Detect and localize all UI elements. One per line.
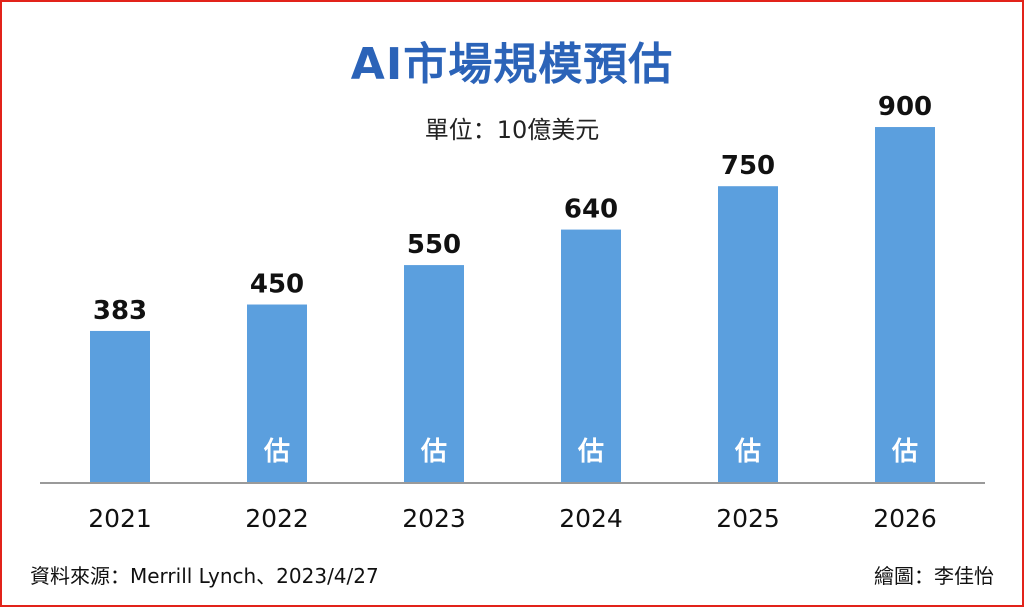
credit-note: 繪圖：李佳怡 [874, 564, 994, 588]
bar [875, 127, 935, 482]
x-tick-label: 2022 [245, 504, 309, 533]
x-tick-label: 2023 [402, 504, 466, 533]
estimate-mark: 估 [420, 437, 447, 467]
estimate-mark: 估 [263, 437, 290, 467]
estimate-mark: 估 [734, 437, 761, 467]
bar [561, 229, 621, 482]
bar [718, 186, 778, 482]
data-label: 383 [93, 296, 147, 326]
data-label: 900 [878, 92, 932, 122]
bar [404, 265, 464, 482]
x-tick-label: 2026 [873, 504, 937, 533]
data-label: 640 [564, 195, 618, 225]
bar [247, 304, 307, 482]
bar [90, 330, 150, 482]
chart-title: AI市場規模預估 [350, 39, 674, 90]
data-label: 750 [721, 151, 775, 181]
x-tick-label: 2021 [88, 504, 152, 533]
data-label: 550 [407, 230, 461, 260]
estimate-mark: 估 [577, 437, 604, 467]
x-tick-label: 2025 [716, 504, 780, 533]
x-tick-label: 2024 [559, 504, 623, 533]
source-note: 資料來源：Merrill Lynch、2023/4/27 [30, 564, 379, 588]
estimate-mark: 估 [891, 437, 918, 467]
data-label: 450 [250, 270, 304, 300]
unit-label: 單位：10億美元 [424, 116, 600, 144]
